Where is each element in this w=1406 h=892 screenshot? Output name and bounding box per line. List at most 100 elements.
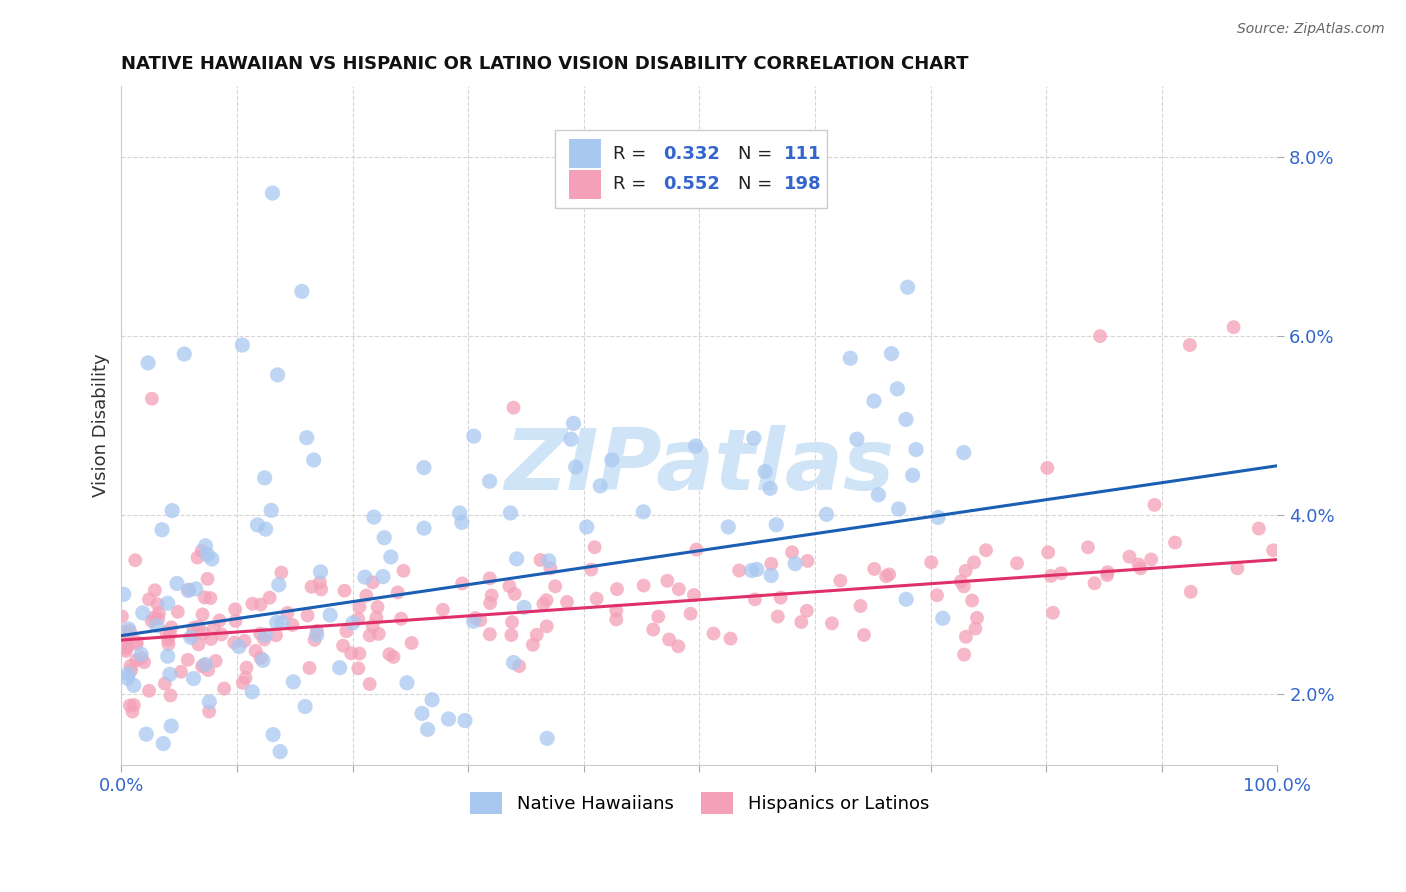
Point [416, 723, 439, 737]
Point [387, 585, 409, 599]
Point [122, 678, 145, 692]
Point [953, 579, 976, 593]
Point [932, 611, 955, 625]
Point [666, 640, 689, 654]
Point [451, 576, 474, 591]
Point [395, 675, 418, 690]
Point [233, 634, 256, 648]
Point [378, 647, 401, 661]
Point [309, 582, 332, 597]
Point [120, 658, 142, 673]
Point [156, 596, 179, 610]
Point [728, 564, 751, 578]
Point [354, 570, 377, 584]
Point [1036, 461, 1059, 475]
Point [894, 592, 917, 607]
Point [329, 661, 352, 675]
Point [905, 442, 928, 457]
Point [643, 623, 665, 637]
Point [526, 628, 548, 642]
Point [796, 554, 818, 568]
Point [562, 417, 585, 431]
Text: R =: R = [613, 176, 652, 194]
Point [1088, 329, 1111, 343]
Point [117, 622, 139, 636]
Point [1050, 566, 1073, 581]
Point [949, 574, 972, 589]
Point [156, 649, 179, 664]
Point [200, 632, 222, 646]
Point [181, 629, 204, 643]
Point [501, 628, 523, 642]
Point [1005, 556, 1028, 570]
Point [266, 615, 288, 630]
Point [194, 591, 217, 605]
Point [150, 523, 173, 537]
Point [863, 562, 886, 576]
Point [297, 608, 319, 623]
Point [254, 628, 277, 642]
Point [952, 445, 974, 459]
Point [605, 612, 627, 626]
Point [536, 619, 558, 633]
FancyBboxPatch shape [569, 170, 602, 199]
Point [259, 591, 281, 605]
Point [266, 368, 288, 382]
Point [380, 549, 402, 564]
Point [658, 632, 681, 647]
Point [125, 653, 148, 667]
Point [633, 578, 655, 592]
Point [974, 543, 997, 558]
Point [254, 522, 277, 536]
Point [478, 627, 501, 641]
Point [464, 611, 486, 625]
Point [886, 382, 908, 396]
Point [246, 518, 269, 533]
Point [249, 598, 271, 612]
Point [765, 517, 787, 532]
Point [759, 568, 782, 582]
Point [720, 632, 742, 646]
Point [349, 647, 371, 661]
Point [143, 583, 166, 598]
Point [1042, 606, 1064, 620]
Point [564, 460, 586, 475]
Point [955, 630, 977, 644]
Text: ZIPatlas: ZIPatlas [505, 425, 894, 508]
Point [361, 619, 384, 633]
Point [575, 520, 598, 534]
Point [122, 698, 145, 712]
Text: 0.332: 0.332 [664, 145, 720, 162]
Point [769, 591, 792, 605]
Point [114, 641, 136, 656]
Point [1077, 541, 1099, 555]
Point [160, 620, 183, 634]
Point [529, 553, 551, 567]
Point [173, 347, 195, 361]
Point [191, 543, 214, 558]
Point [513, 600, 536, 615]
Point [198, 705, 221, 719]
Point [309, 565, 332, 579]
Point [685, 439, 707, 453]
Point [1140, 552, 1163, 566]
Point [501, 615, 523, 629]
Point [821, 616, 844, 631]
Point [1128, 558, 1150, 572]
Point [153, 676, 176, 690]
Point [159, 627, 181, 641]
Point [347, 612, 370, 626]
Point [271, 615, 294, 630]
Point [132, 655, 155, 669]
Point [361, 575, 384, 590]
Point [138, 592, 160, 607]
Point [754, 465, 776, 479]
Point [359, 628, 381, 642]
Point [796, 604, 818, 618]
Point [160, 503, 183, 517]
Point [160, 719, 183, 733]
Point [852, 628, 875, 642]
Point [349, 599, 371, 614]
Text: R =: R = [613, 145, 652, 162]
Point [136, 356, 159, 370]
